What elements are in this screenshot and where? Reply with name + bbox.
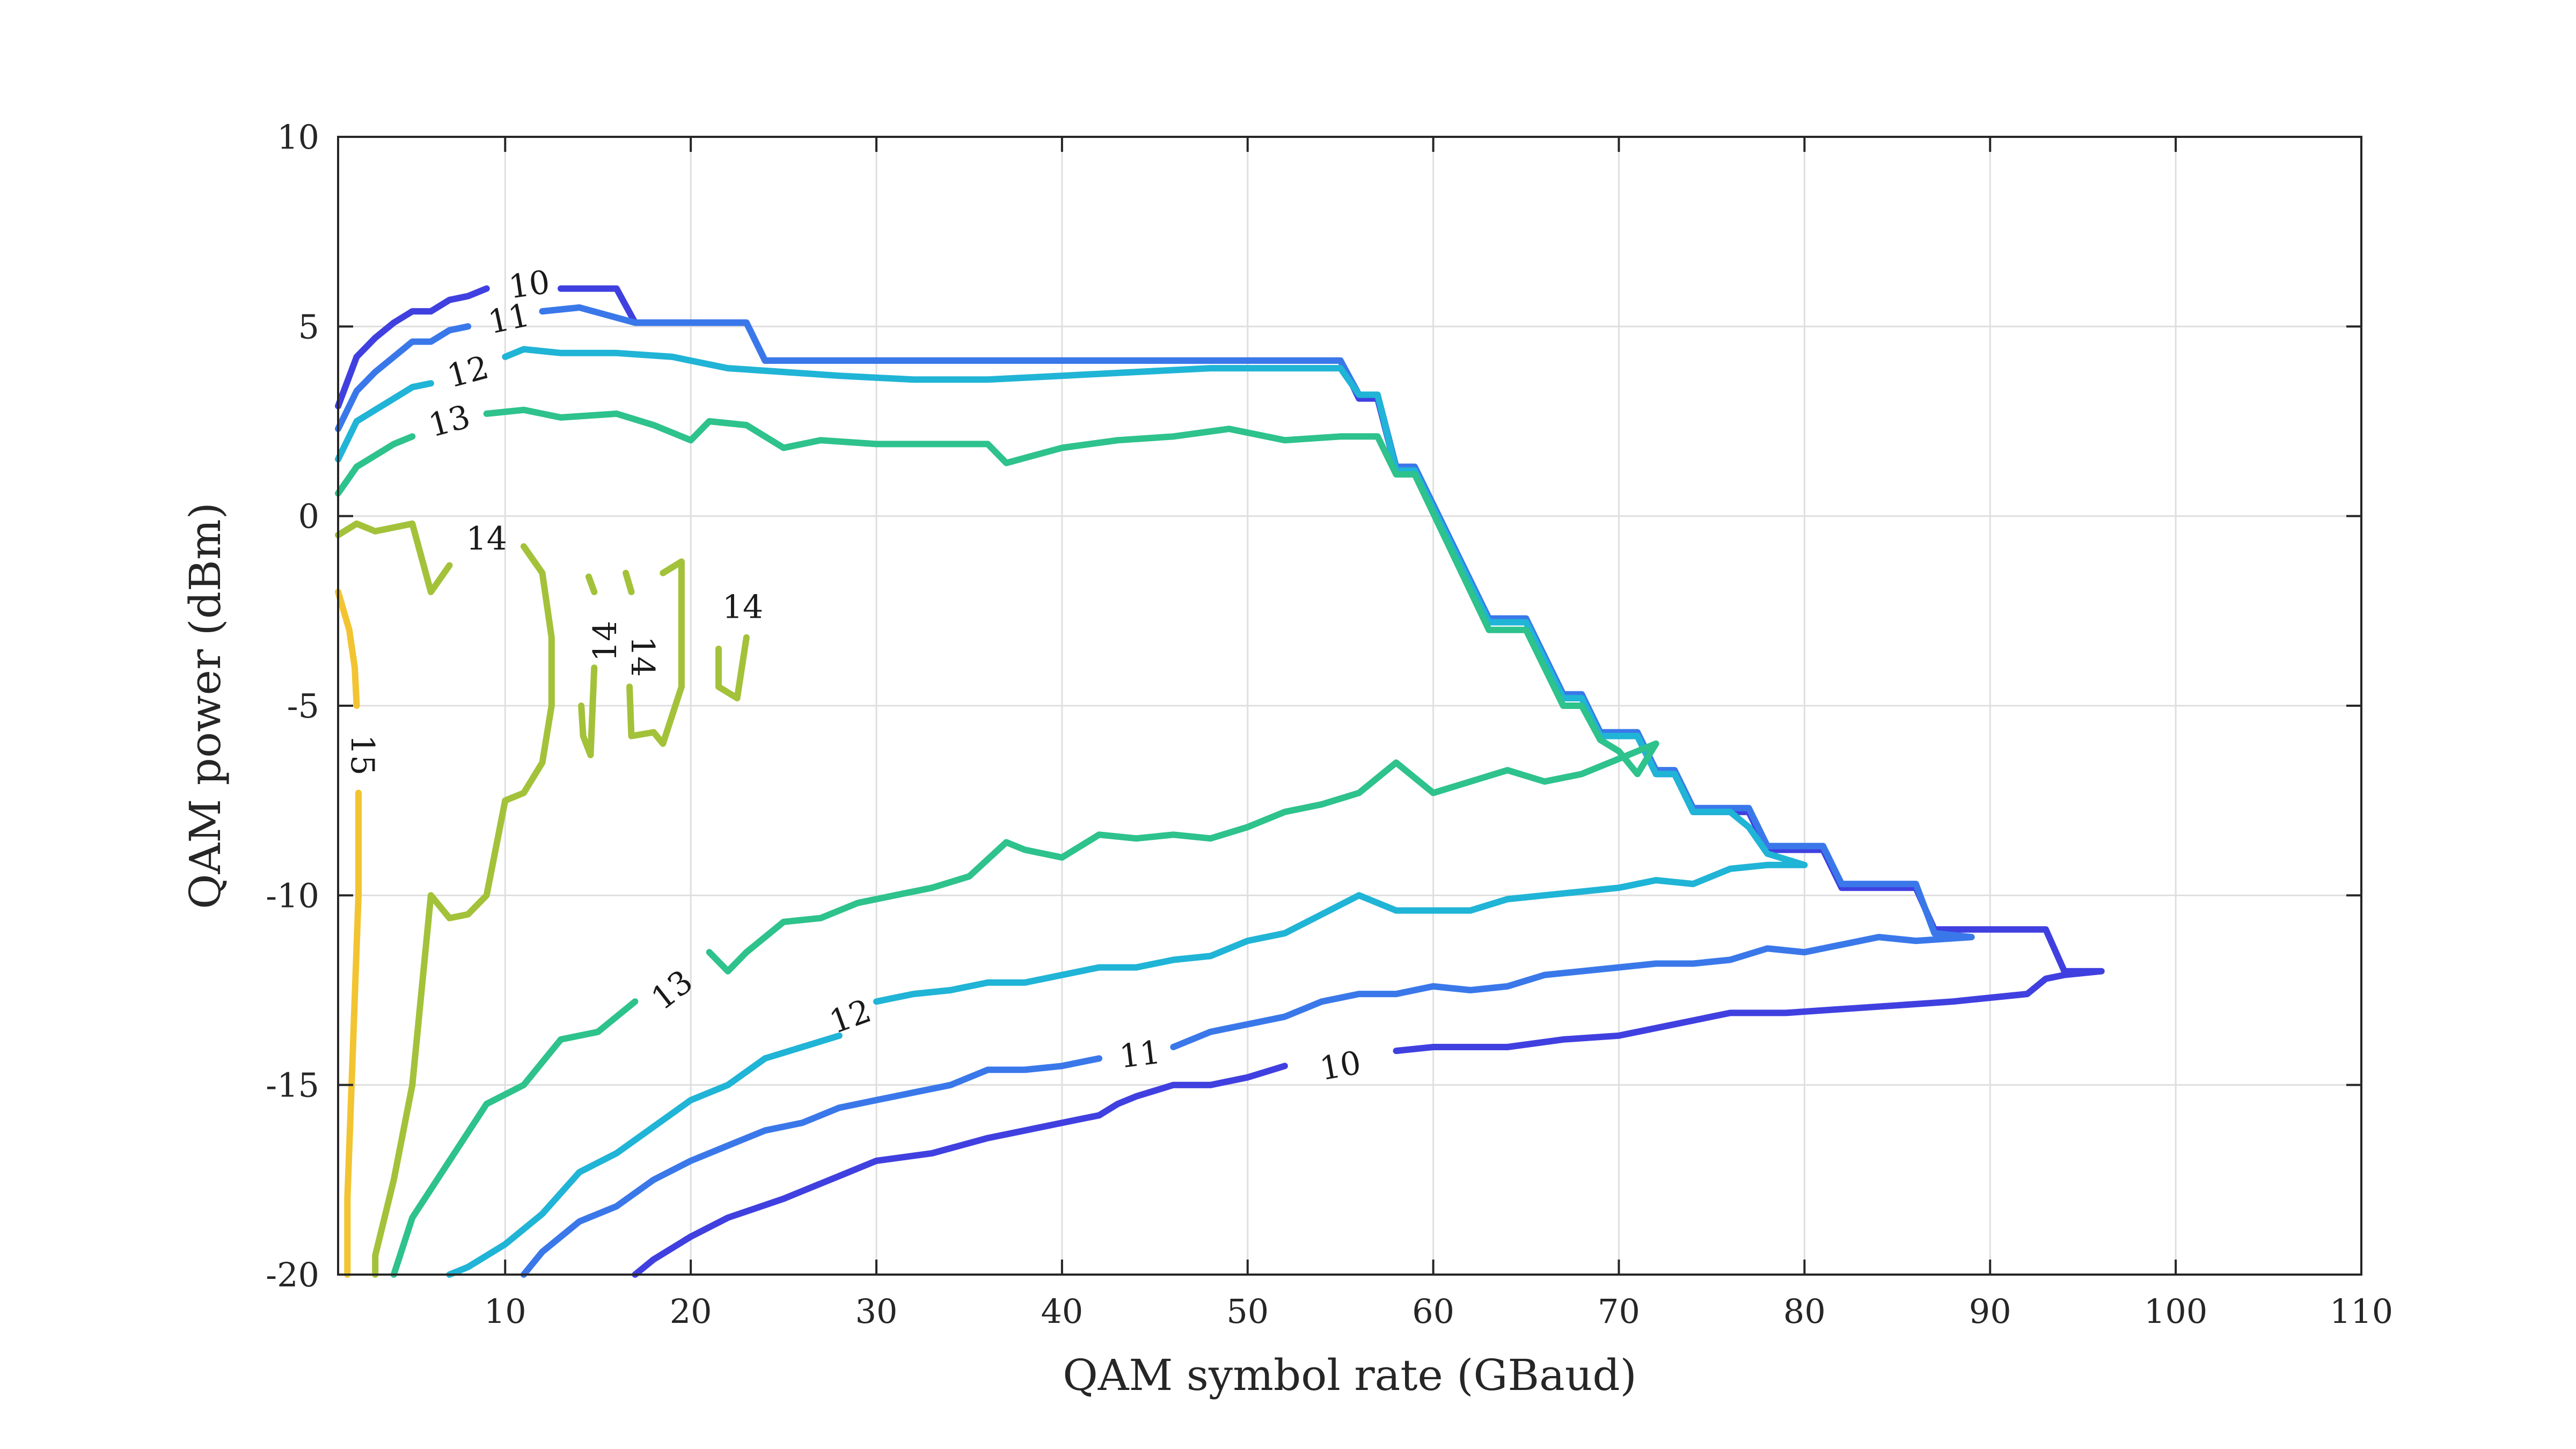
contour-line-level-10	[335, 285, 490, 409]
y-tick-label: -10	[266, 876, 319, 915]
y-tick-label: -15	[266, 1066, 319, 1105]
contour-label: 10	[507, 264, 552, 306]
contour-line-level-14	[715, 634, 750, 701]
x-tick-label: 90	[1969, 1292, 2011, 1331]
contour-line-level-10	[632, 1063, 1288, 1278]
x-tick-label: 80	[1783, 1292, 1826, 1331]
contour-label: 11	[1117, 1034, 1162, 1076]
contour-label: 14	[722, 588, 763, 626]
contour-line-level-11	[335, 323, 472, 433]
x-tick-label: 60	[1412, 1292, 1454, 1331]
contour-line-level-13	[335, 433, 416, 497]
contour-line-level-15	[344, 789, 362, 1278]
y-tick-label: 10	[277, 118, 319, 157]
contour-label: 12	[825, 992, 876, 1042]
contour-line-level-12	[446, 1032, 843, 1278]
contour-label: 15	[343, 735, 381, 775]
x-axis-label: QAM symbol rate (GBaud)	[1063, 1350, 1637, 1400]
contour-label: 14	[624, 636, 661, 677]
y-tick-label: 0	[298, 497, 319, 536]
contour-label: 10	[1317, 1044, 1364, 1088]
y-tick-label: -5	[287, 686, 319, 726]
contour-line-level-12	[502, 346, 1808, 1005]
x-tick-label: 30	[855, 1292, 898, 1331]
x-tick-label: 40	[1041, 1292, 1083, 1331]
x-tick-label: 100	[2144, 1292, 2207, 1331]
axis-ticks	[338, 136, 2362, 1276]
x-tick-label: 110	[2330, 1292, 2393, 1331]
contour-line-level-13	[390, 998, 639, 1278]
contour-lines	[335, 285, 2105, 1278]
contour-label: 11	[485, 296, 533, 341]
contour-line-level-15	[335, 589, 360, 709]
contour-label: 14	[587, 621, 624, 662]
contour-line-level-14	[335, 520, 453, 595]
contour-label: 13	[645, 963, 700, 1018]
contour-line-level-12	[335, 380, 434, 463]
x-tick-label: 20	[670, 1292, 712, 1331]
contour-label: 14	[466, 520, 507, 558]
x-tick-label: 50	[1226, 1292, 1269, 1331]
contour-line-level-14	[372, 543, 555, 1278]
contour-line-level-14	[578, 664, 598, 758]
contour-line-level-13	[483, 406, 1659, 975]
grid-lines	[338, 136, 2362, 1276]
contour-line-level-14	[585, 573, 598, 595]
y-tick-label: 5	[298, 307, 319, 346]
x-tick-label: 70	[1598, 1292, 1640, 1331]
contour-label: 13	[425, 398, 474, 444]
y-tick-label: -20	[266, 1255, 319, 1294]
x-tick-labels: 10 20 30 40 50 60 70 80 90 100 110	[484, 1292, 2393, 1331]
contour-line-level-14	[626, 558, 685, 747]
contour-line-level-11	[520, 1055, 1103, 1278]
contour-line-level-14	[623, 569, 635, 595]
x-tick-label: 10	[484, 1292, 526, 1331]
y-tick-labels: 10 5 0 -5 -10 -15 -20	[266, 118, 319, 1294]
y-axis-label: QAM power (dBm)	[180, 502, 230, 909]
contour-label: 12	[443, 348, 493, 395]
